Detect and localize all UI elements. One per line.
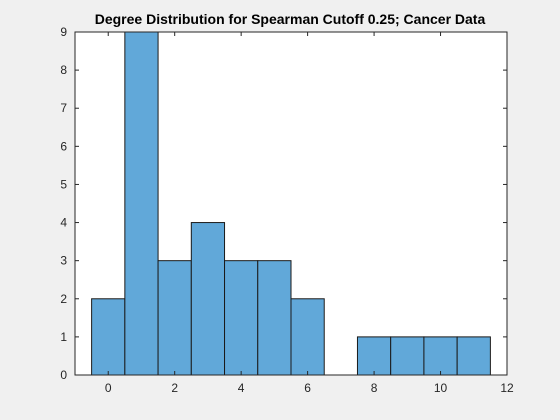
chart-title: Degree Distribution for Spearman Cutoff … [95,11,486,27]
x-tick-label: 12 [500,381,514,395]
y-tick-label: 6 [60,139,67,153]
x-tick-label: 0 [105,381,112,395]
y-tick-label: 3 [60,254,67,268]
histogram-bar [157,260,192,376]
histogram-bar [190,222,226,376]
y-tick-label: 4 [60,216,67,230]
histogram-bar [356,336,392,376]
bars-group [91,31,491,376]
y-tick-label: 5 [60,177,67,191]
histogram-bar [124,31,159,376]
axes-frame [74,31,508,376]
histogram-bar [456,336,491,376]
y-tick-label: 9 [60,25,67,39]
y-tick-label: 2 [60,292,67,306]
y-axis-ticks: 0 1 2 3 4 5 6 7 8 9 [60,25,507,382]
histogram-bar [390,336,425,376]
x-tick-label: 4 [238,381,245,395]
histogram-bar [224,260,259,376]
x-tick-label: 6 [304,381,311,395]
x-tick-label: 8 [371,381,378,395]
y-tick-label: 0 [60,368,67,382]
y-tick-label: 1 [60,330,67,344]
x-tick-label: 10 [434,381,448,395]
histogram-bar [91,298,126,376]
x-tick-label: 2 [171,381,178,395]
y-tick-label: 8 [60,63,67,77]
histogram-bar [290,298,325,376]
histogram-bar [423,336,458,376]
y-tick-label: 7 [60,101,67,115]
x-axis-ticks: 0 2 4 6 8 10 12 [105,32,514,395]
histogram-bar [257,260,292,376]
